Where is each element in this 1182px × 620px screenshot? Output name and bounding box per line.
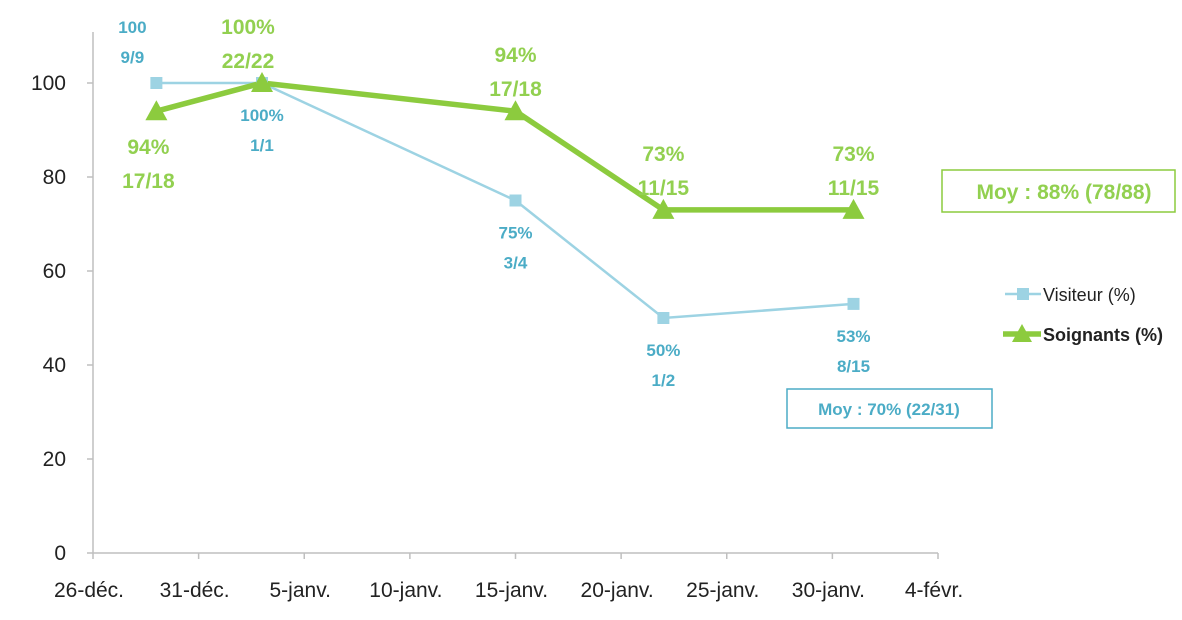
y-tick-label: 60 [43,260,66,283]
soignants-label-pct: 94% [127,136,169,159]
visiteur-label-pct: 53% [836,327,870,346]
visiteur-point [150,77,163,89]
soignants-label-frac: 22/22 [222,50,275,73]
visiteur-label-frac: 8/15 [837,357,870,376]
x-tick-label: 30-janv. [792,579,865,602]
soignants-point [251,72,273,92]
visiteur-average-box [786,388,993,429]
x-tick-label: 4-févr. [905,579,963,602]
soignants-point [145,100,168,121]
soignants-point [842,198,865,219]
visiteur-label-pct: 50% [646,341,680,360]
soignants-average-box [941,169,1176,213]
x-tick-label: 10-janv. [369,579,442,602]
soignants-label-pct: 73% [642,143,684,166]
visiteur-point [509,194,522,207]
soignants-label-frac: 11/15 [828,177,880,200]
y-tick-label: 100 [31,72,66,95]
visiteur-label-frac: 9/9 [121,48,145,67]
soignants-label-pct: 94% [494,44,536,67]
soignants-label-pct: 73% [832,143,874,166]
visiteur-label-pct: 75% [498,224,532,243]
x-tick-label: 25-janv. [686,579,759,602]
visiteur-label-frac: 1/2 [652,371,676,390]
legend-soignants-label: Soignants (%) [1043,325,1163,345]
soignants-label-frac: 17/18 [122,170,175,193]
visiteur-point [657,312,670,324]
legend-soignants-marker [1012,324,1032,342]
visiteur-label-frac: 1/1 [250,136,274,155]
soignants-point [504,100,527,121]
soignants-label-frac: 17/18 [489,78,542,101]
x-tick-label: 5-janv. [270,579,331,602]
soignants-label-frac: 11/15 [638,177,690,200]
legend-visiteur-label: Visiteur (%) [1043,285,1136,305]
soignants-average-label: Moy : 88% (78/88) [976,181,1151,204]
visiteur-label-pct: 100 [118,18,146,37]
x-tick-label: 26-déc. [54,579,124,602]
x-tick-label: 15-janv. [475,579,548,602]
x-tick-label: 31-déc. [160,579,230,602]
visiteur-label-pct: 100% [240,106,283,125]
x-tick-label: 20-janv. [581,579,654,602]
soignants-label-pct: 100% [221,16,275,39]
soignants-point [652,198,675,219]
visiteur-label-frac: 3/4 [504,254,528,273]
y-tick-label: 20 [43,448,66,471]
visiteur-point [847,297,860,310]
y-tick-label: 40 [43,354,66,377]
legend-visiteur-marker [1017,288,1029,300]
visiteur-average-label: Moy : 70% (22/31) [818,400,960,419]
y-tick-label: 80 [43,166,66,189]
y-tick-label: 0 [54,542,66,565]
